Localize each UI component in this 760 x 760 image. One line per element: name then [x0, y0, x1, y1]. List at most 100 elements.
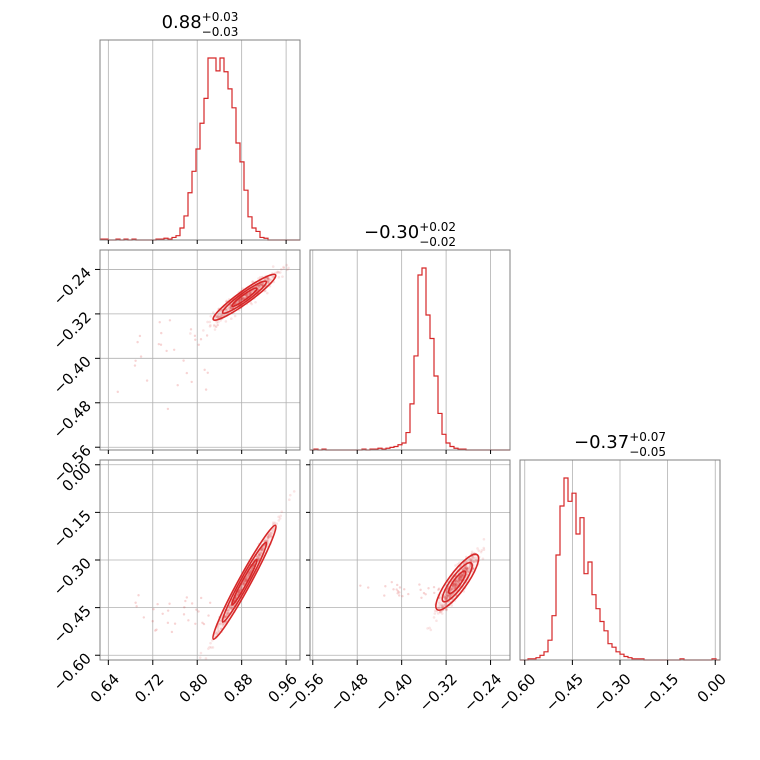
- sample-point: [217, 313, 221, 316]
- sample-point: [469, 559, 473, 563]
- sample-point: [445, 590, 449, 593]
- sample-point: [225, 308, 229, 312]
- sample-point: [451, 583, 455, 587]
- title-median: 0.88: [162, 12, 202, 33]
- sample-point: [244, 578, 247, 582]
- sample-point: [471, 555, 474, 559]
- sample-point: [440, 604, 444, 607]
- sample-point: [247, 574, 250, 578]
- panel-frame: [99, 39, 301, 241]
- sample-point: [460, 574, 463, 578]
- sample-point: [460, 576, 464, 580]
- x-tick-label: −0.40: [371, 670, 416, 715]
- sample-point: [238, 589, 241, 593]
- histogram-panel-0: 0.88+0.03−0.03: [99, 10, 301, 241]
- sample-point: [239, 589, 242, 592]
- sample-point: [244, 295, 248, 298]
- sample-point: [398, 586, 402, 589]
- sample-point: [467, 570, 470, 574]
- sample-point: [207, 647, 210, 650]
- sample-point: [193, 334, 197, 338]
- sample-point: [479, 550, 483, 554]
- title-lower-error: −0.05: [629, 445, 666, 459]
- sample-point: [215, 632, 219, 635]
- sample-point: [239, 587, 243, 590]
- sample-point: [266, 277, 270, 280]
- contour-level: [231, 558, 258, 606]
- sample-point: [229, 306, 233, 310]
- sample-point: [457, 577, 461, 580]
- sample-point: [160, 331, 163, 335]
- sample-point: [445, 597, 448, 601]
- sample-point: [444, 597, 447, 601]
- sample-point: [242, 296, 245, 300]
- sample-point: [215, 315, 219, 318]
- sample-point: [445, 592, 449, 596]
- sample-point: [134, 601, 137, 604]
- sample-point: [239, 298, 242, 301]
- sample-point: [454, 583, 458, 587]
- sample-point: [460, 575, 464, 578]
- sample-point: [259, 551, 263, 555]
- histogram-panel-2: −0.37+0.07−0.05: [519, 430, 721, 661]
- sample-point: [223, 615, 227, 618]
- sample-point: [396, 583, 399, 587]
- sample-point: [446, 594, 450, 598]
- y-tick-label: −0.30: [50, 554, 95, 599]
- sample-point: [231, 605, 234, 608]
- sample-point: [384, 585, 387, 588]
- sample-point: [272, 527, 276, 530]
- x-tick-label: −0.32: [416, 670, 461, 715]
- sample-point: [239, 299, 242, 302]
- sample-point: [225, 611, 229, 615]
- sample-point: [455, 584, 458, 588]
- sample-point: [240, 587, 243, 590]
- sample-point: [158, 321, 161, 324]
- sample-point: [439, 610, 442, 614]
- sample-point: [217, 314, 220, 318]
- sample-point: [443, 596, 447, 599]
- sample-point: [257, 556, 261, 559]
- sample-point: [482, 537, 486, 541]
- sample-point: [468, 557, 472, 560]
- sample-point: [463, 561, 467, 565]
- sample-point: [237, 300, 241, 304]
- sample-point: [215, 315, 219, 319]
- sample-point: [465, 568, 468, 572]
- sample-point: [463, 566, 467, 570]
- sample-point: [226, 612, 230, 615]
- sample-point: [461, 573, 464, 576]
- sample-point: [257, 277, 260, 280]
- sample-point: [154, 629, 157, 632]
- sample-point: [457, 578, 460, 581]
- sample-point: [142, 616, 146, 619]
- sample-point: [247, 292, 250, 295]
- sample-point: [259, 284, 263, 287]
- sample-point: [199, 651, 203, 655]
- sample-point: [282, 266, 286, 270]
- sample-point: [459, 575, 462, 579]
- sample-point: [440, 603, 443, 606]
- sample-point: [265, 539, 269, 543]
- sample-point: [462, 566, 466, 569]
- sample-point: [190, 602, 194, 605]
- sample-point: [209, 646, 213, 649]
- sample-point: [465, 566, 468, 570]
- sample-point: [267, 281, 271, 284]
- histogram-title-0: 0.88+0.03: [162, 10, 239, 33]
- sample-point: [264, 289, 267, 293]
- sample-point: [251, 280, 254, 283]
- sample-point: [218, 622, 221, 626]
- sample-point: [242, 583, 245, 587]
- sample-point: [268, 278, 271, 281]
- sample-point: [221, 624, 225, 627]
- sample-point: [239, 297, 242, 301]
- sample-point: [242, 582, 246, 585]
- sample-point: [217, 320, 220, 324]
- sample-point: [137, 594, 140, 597]
- sample-point: [470, 557, 473, 561]
- sample-point: [454, 580, 457, 584]
- sample-point: [248, 291, 252, 294]
- sample-point: [450, 588, 453, 592]
- sample-point: [240, 298, 244, 301]
